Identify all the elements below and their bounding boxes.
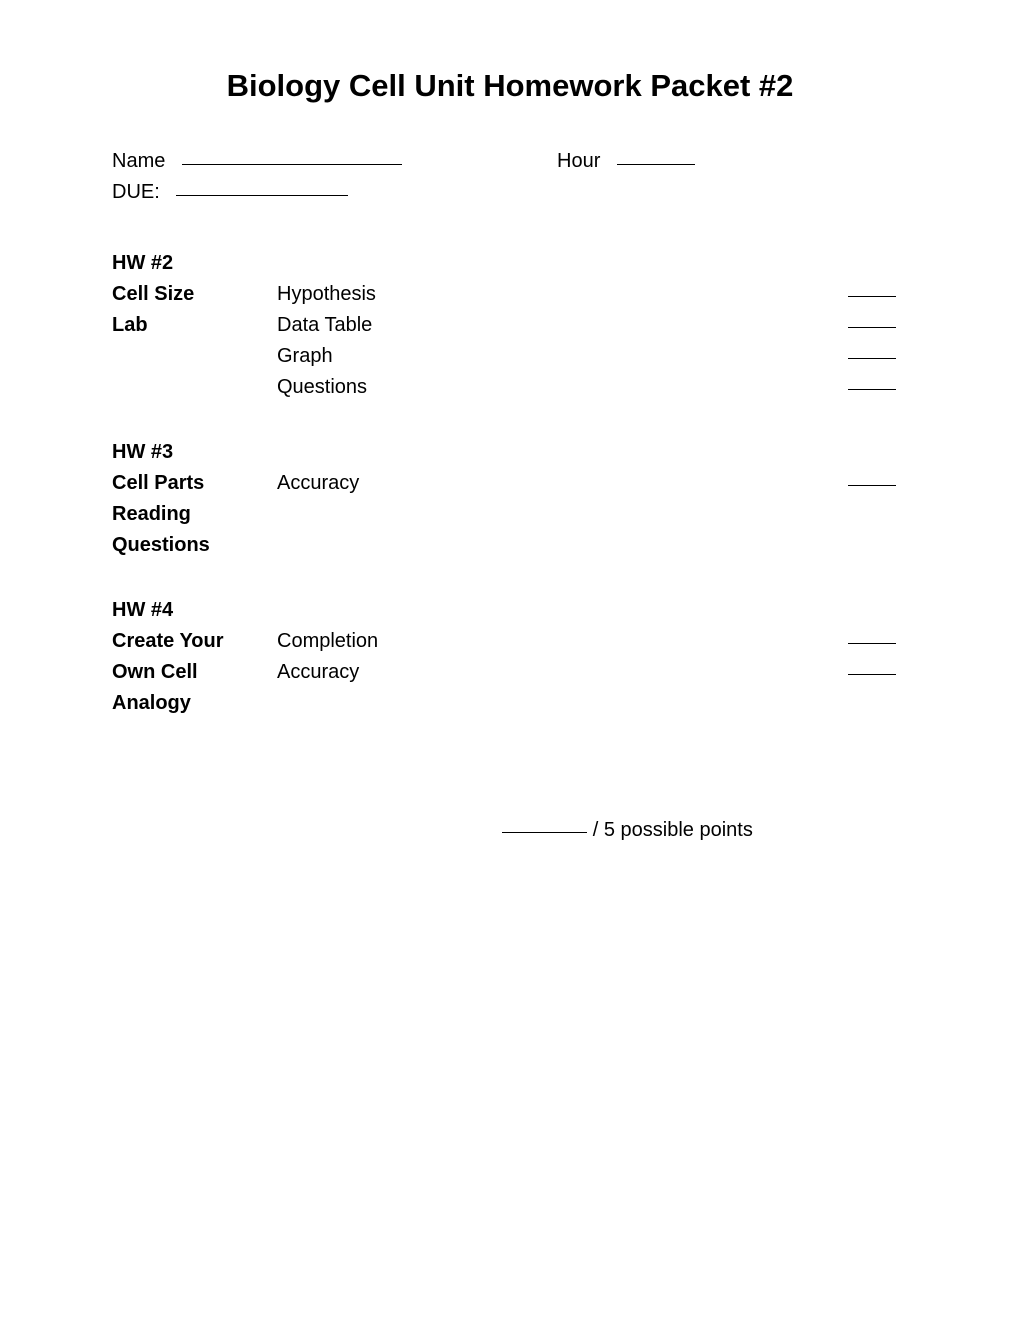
section-hw3: HW #3 Cell Parts Reading Questions Accur… xyxy=(112,437,908,561)
section-hw3-criteria: Accuracy xyxy=(277,437,848,561)
hw4-label: HW #4 xyxy=(112,595,277,626)
hw2-label: HW #2 xyxy=(112,248,277,279)
hw2-score-blank-1[interactable] xyxy=(848,327,896,328)
hw2-criterion-3: Questions xyxy=(277,372,848,403)
section-hw2: HW #2 Cell Size Lab Hypothesis Data Tabl… xyxy=(112,248,908,403)
hw4-criterion-0: Completion xyxy=(277,626,848,657)
due-blank-line[interactable] xyxy=(176,195,348,196)
section-hw3-scores xyxy=(848,437,908,561)
section-hw2-left: HW #2 Cell Size Lab xyxy=(112,248,277,403)
total-score-blank[interactable] xyxy=(502,832,587,833)
hw2-score-blank-0[interactable] xyxy=(848,296,896,297)
hw2-criterion-1: Data Table xyxy=(277,310,848,341)
section-hw4-criteria: Completion Accuracy xyxy=(277,595,848,719)
hw4-score-blank-0[interactable] xyxy=(848,643,896,644)
hw2-title-line-0: Cell Size xyxy=(112,279,277,310)
hw4-title-line-0: Create Your xyxy=(112,626,277,657)
hw2-title-line-1: Lab xyxy=(112,310,277,341)
section-hw4: HW #4 Create Your Own Cell Analogy Compl… xyxy=(112,595,908,719)
content-area: Name Hour DUE: HW #2 xyxy=(0,146,1020,842)
worksheet-page: Biology Cell Unit Homework Packet #2 Nam… xyxy=(0,0,1020,1320)
name-blank-line[interactable] xyxy=(182,164,402,165)
hw3-title-line-1: Reading xyxy=(112,499,277,530)
hw4-title-line-1: Own Cell xyxy=(112,657,277,688)
hw2-criterion-0: Hypothesis xyxy=(277,279,848,310)
due-label: DUE: xyxy=(112,181,160,203)
hw3-title-line-0: Cell Parts xyxy=(112,468,277,499)
hw2-score-blank-2[interactable] xyxy=(848,358,896,359)
hw4-score-blank-1[interactable] xyxy=(848,674,896,675)
hw4-title-line-2: Analogy xyxy=(112,688,277,719)
section-hw4-scores xyxy=(848,595,908,719)
hw3-criterion-0: Accuracy xyxy=(277,468,848,499)
hour-label: Hour xyxy=(557,150,600,172)
hw3-score-blank-0[interactable] xyxy=(848,485,896,486)
header-row-2: DUE: xyxy=(112,177,908,208)
name-field-group: Name xyxy=(112,146,557,177)
section-hw4-left: HW #4 Create Your Own Cell Analogy xyxy=(112,595,277,719)
hw3-title-line-2: Questions xyxy=(112,530,277,561)
hour-field-group: Hour xyxy=(557,146,908,177)
section-hw2-criteria: Hypothesis Data Table Graph Questions xyxy=(277,248,848,403)
hw4-criterion-1: Accuracy xyxy=(277,657,848,688)
section-hw3-left: HW #3 Cell Parts Reading Questions xyxy=(112,437,277,561)
name-label: Name xyxy=(112,150,165,172)
hw2-criterion-2: Graph xyxy=(277,341,848,372)
page-title: Biology Cell Unit Homework Packet #2 xyxy=(0,68,1020,104)
hour-blank-line[interactable] xyxy=(617,164,695,165)
section-hw2-scores xyxy=(848,248,908,403)
header-row-1: Name Hour xyxy=(112,146,908,177)
sections-container: HW #2 Cell Size Lab Hypothesis Data Tabl… xyxy=(112,248,908,719)
total-suffix: / 5 possible points xyxy=(587,819,753,841)
hw3-label: HW #3 xyxy=(112,437,277,468)
due-field-group: DUE: xyxy=(112,177,557,208)
hw2-score-blank-3[interactable] xyxy=(848,389,896,390)
total-row: / 5 possible points xyxy=(112,819,908,842)
